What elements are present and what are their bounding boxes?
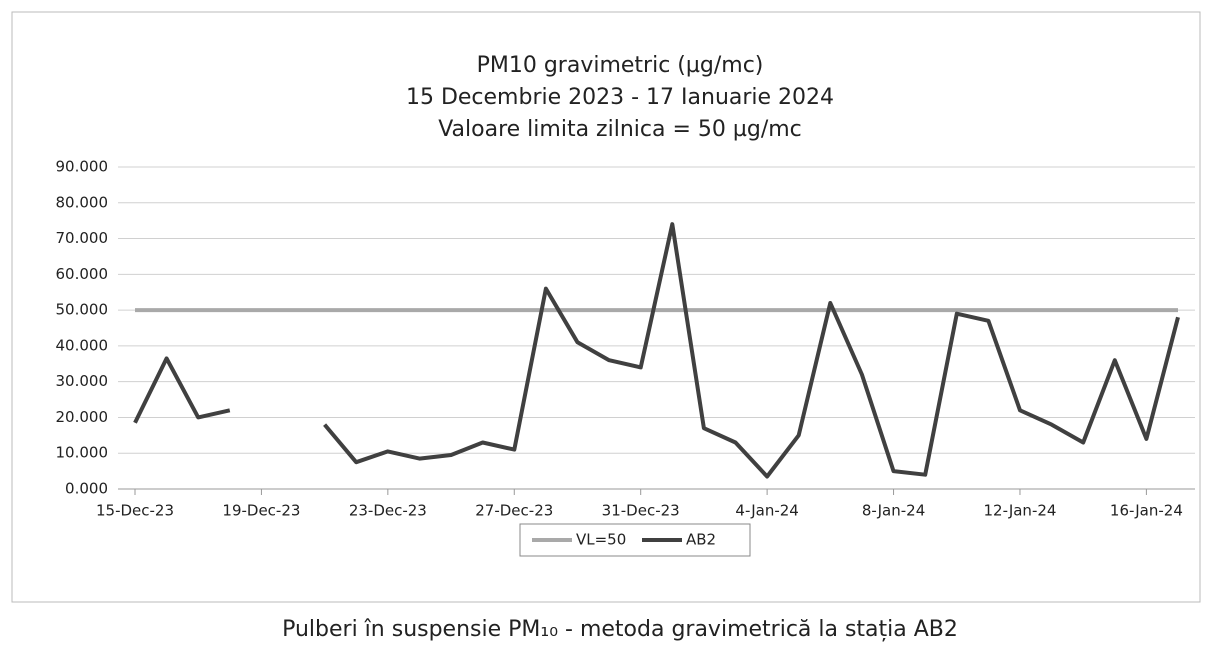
chart-title: PM10 gravimetric (µg/mc)	[477, 53, 764, 78]
chart-title: Valoare limita zilnica = 50 µg/mc	[438, 117, 802, 142]
x-tick-label: 8-Jan-24	[862, 502, 925, 520]
x-tick-label: 16-Jan-24	[1110, 502, 1183, 520]
y-tick-label: 70.000	[56, 229, 109, 247]
x-tick-label: 23-Dec-23	[349, 502, 427, 520]
x-tick-label: 12-Jan-24	[983, 502, 1056, 520]
y-tick-label: 30.000	[56, 372, 109, 390]
chart-title: 15 Decembrie 2023 - 17 Ianuarie 2024	[406, 85, 834, 110]
y-tick-label: 0.000	[65, 480, 108, 498]
y-tick-label: 10.000	[56, 444, 109, 462]
x-tick-label: 31-Dec-23	[602, 502, 680, 520]
y-tick-label: 60.000	[56, 265, 109, 283]
chart-border	[11, 11, 1201, 603]
caption: Pulberi în suspensie PM₁₀ - metoda gravi…	[282, 617, 958, 642]
x-tick-label: 27-Dec-23	[475, 502, 553, 520]
line-series	[133, 222, 1180, 479]
legend-label: AB2	[686, 531, 716, 549]
x-tick-label: 15-Dec-23	[96, 502, 174, 520]
y-tick-label: 50.000	[56, 301, 109, 319]
y-tick-label: 40.000	[56, 336, 109, 354]
y-tick-label: 20.000	[56, 408, 109, 426]
x-tick-label: 4-Jan-24	[735, 502, 798, 520]
y-tick-label: 90.000	[56, 158, 109, 176]
legend-label: VL=50	[576, 531, 626, 549]
x-tick-label: 19-Dec-23	[222, 502, 300, 520]
y-tick-label: 80.000	[56, 193, 109, 211]
